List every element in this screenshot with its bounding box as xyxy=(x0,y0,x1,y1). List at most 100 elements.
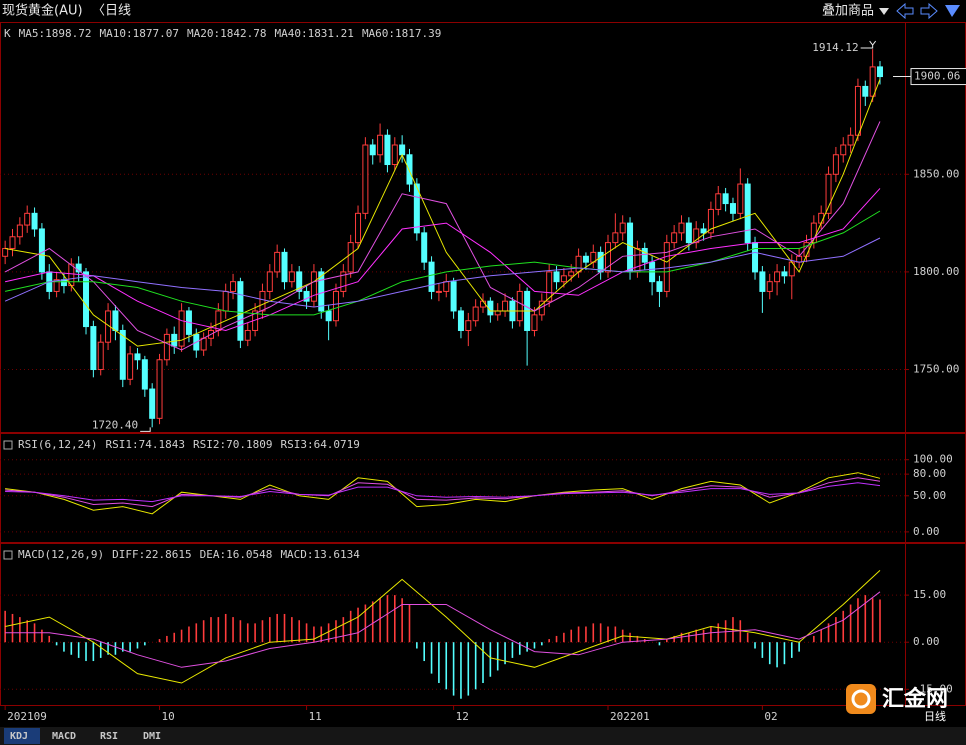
candle-body xyxy=(230,281,237,292)
prev-arrow[interactable] xyxy=(896,2,914,20)
tab[interactable]: KDJ xyxy=(10,731,28,742)
legend-entry: MA5:1898.72 xyxy=(19,27,92,40)
candle-body xyxy=(759,271,766,292)
tab[interactable]: RSI xyxy=(100,731,118,742)
last-price-box xyxy=(910,68,966,86)
y-tick-label: 80.00 xyxy=(913,467,946,480)
candle-body xyxy=(656,281,663,292)
candle-body xyxy=(729,203,736,214)
low-arrow xyxy=(140,427,151,432)
candle-body xyxy=(178,310,185,347)
candle-body xyxy=(171,333,178,347)
y-tick-label: 100.00 xyxy=(913,453,953,466)
tab-bar: KDJ MACD RSI DMI xyxy=(0,727,966,745)
candle-body xyxy=(2,247,9,257)
candle-body xyxy=(355,212,362,244)
x-tick-label: 11 xyxy=(309,710,322,723)
legend-title: MACD(12,26,9) xyxy=(18,548,104,561)
legend-entry: DEA:16.0548 xyxy=(200,548,273,561)
y-tick-label: 1800.00 xyxy=(913,265,959,278)
candle-body xyxy=(854,85,861,136)
y-tick-label: 1750.00 xyxy=(913,363,959,376)
candle-body xyxy=(582,255,589,263)
candle-body xyxy=(663,242,670,292)
y-tick-label: 0.00 xyxy=(913,525,940,538)
candle-body xyxy=(347,242,354,273)
series-line xyxy=(5,591,881,668)
candle-body xyxy=(310,271,317,302)
y-tick-label: 1850.00 xyxy=(913,167,959,180)
logo-icon xyxy=(846,684,876,714)
last-price-label: 1900.06 xyxy=(914,70,960,83)
period-label[interactable]: 〈日线 xyxy=(92,4,131,19)
candle-body xyxy=(752,242,759,273)
panel-icon xyxy=(3,550,13,560)
series-line xyxy=(5,79,881,347)
y-tick-label: 15.00 xyxy=(913,588,946,601)
candle-body xyxy=(112,310,119,331)
candle-body xyxy=(641,247,648,263)
candle-body xyxy=(722,193,729,205)
candle-body xyxy=(737,183,744,214)
next-arrow[interactable] xyxy=(920,2,938,20)
candle-body xyxy=(546,271,553,302)
candle-body xyxy=(127,353,134,380)
tab[interactable]: MACD xyxy=(52,731,76,742)
candle-body xyxy=(421,232,428,263)
series-line xyxy=(5,477,881,508)
candle-body xyxy=(685,222,692,244)
candle-body xyxy=(90,326,97,371)
candle-body xyxy=(163,333,170,361)
series-line xyxy=(4,237,881,308)
legend-entry: MACD:13.6134 xyxy=(280,548,360,561)
candle-body xyxy=(384,134,391,166)
candle-body xyxy=(38,228,45,273)
candle-body xyxy=(494,310,501,316)
candle-body xyxy=(274,251,281,273)
y-tick-label: 0.00 xyxy=(913,635,940,648)
dropdown-icon[interactable] xyxy=(879,8,889,15)
candle-body xyxy=(281,251,288,283)
series-line xyxy=(4,121,881,351)
tab-bar-bg xyxy=(0,727,966,745)
y-tick-label: -15.00 xyxy=(913,682,953,695)
candle-body xyxy=(597,251,604,273)
candle-body xyxy=(244,329,251,341)
candle-body xyxy=(60,279,67,287)
y-tick-label: 50.00 xyxy=(913,489,946,502)
series-line xyxy=(5,482,881,503)
candle-body xyxy=(259,290,266,312)
x-tick-label: 202109 xyxy=(7,710,47,723)
x-tick-label: 10 xyxy=(162,710,175,723)
candle-body xyxy=(9,236,16,249)
x-tick-label: 12 xyxy=(456,710,469,723)
overlay-button[interactable]: 叠加商品 xyxy=(822,4,874,19)
legend-entry: DIFF:22.8615 xyxy=(112,548,191,561)
x-tick-label: 02 xyxy=(764,710,777,723)
candle-body xyxy=(97,341,104,371)
candle-body xyxy=(634,247,641,273)
candle-body xyxy=(744,183,751,244)
tab-active-bg xyxy=(4,728,40,744)
candle-body xyxy=(450,281,457,312)
logo-mark xyxy=(851,689,871,709)
candle-body xyxy=(200,337,207,351)
candle-body xyxy=(119,329,126,380)
candle-body xyxy=(553,271,560,283)
candle-body xyxy=(862,85,869,97)
logo: 汇金网 日线 xyxy=(846,684,948,723)
candle-body xyxy=(671,232,678,244)
menu-arrow[interactable] xyxy=(945,5,960,17)
candle-body xyxy=(443,281,450,292)
candle-body xyxy=(362,144,369,214)
candle-body xyxy=(325,310,332,322)
legend-title: K xyxy=(4,27,11,40)
candle-body xyxy=(869,66,876,97)
candle-body xyxy=(465,320,472,331)
candle-body xyxy=(83,271,90,328)
tab[interactable]: DMI xyxy=(143,731,161,742)
candle-body xyxy=(215,310,222,331)
candle-body xyxy=(693,228,700,244)
candle-body xyxy=(575,255,582,273)
